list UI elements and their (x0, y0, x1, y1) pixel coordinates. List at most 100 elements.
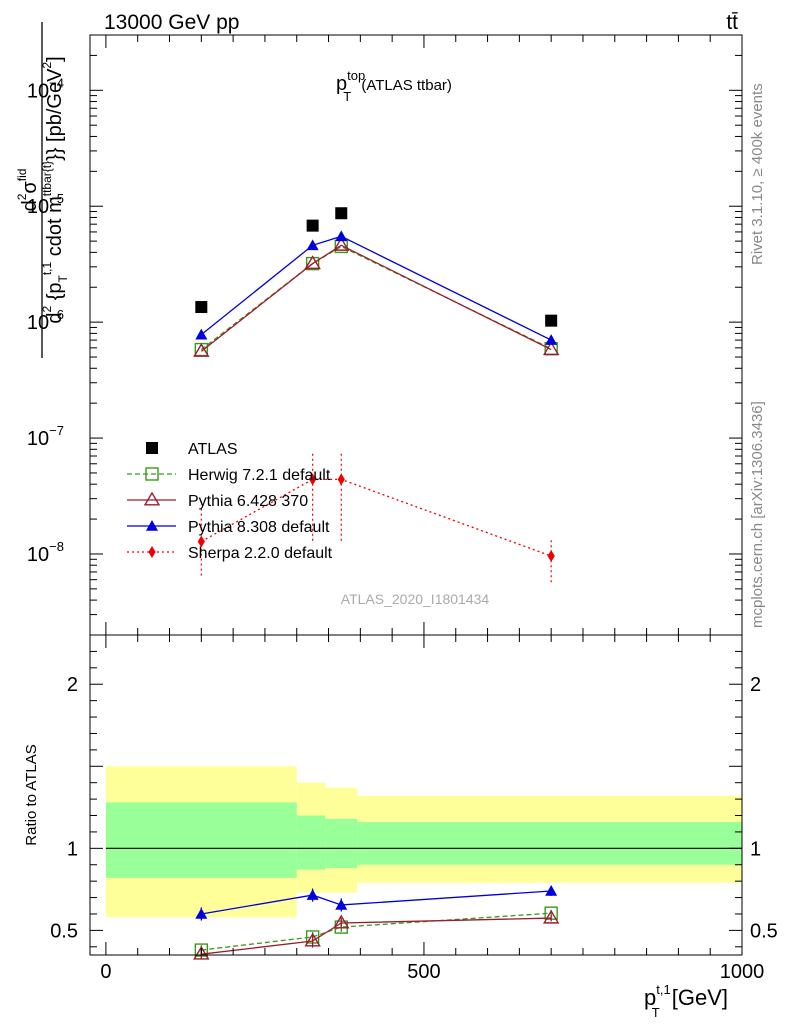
point-pythia-8-308-default (306, 239, 319, 251)
series-herwig-7-2-1-default (194, 239, 558, 357)
title-base: p (336, 73, 347, 95)
y-label-numerator: d2σfid (15, 169, 41, 212)
x-tick-label: 500 (407, 961, 440, 983)
process-label: tt̄ (726, 11, 738, 34)
legend: ATLAS Herwig 7.2.1 default Pythia 6.428 37… (127, 441, 333, 562)
energy-label: 13000 GeV pp (104, 11, 239, 34)
uncertainty-band-inner (105, 802, 297, 878)
ratio-plot-series (193, 885, 560, 960)
ratio-point-pythia-6-428-370 (542, 909, 560, 924)
y-den-sup: 2 (40, 306, 54, 313)
point-sherpa-2-2-0-default (547, 550, 555, 563)
x-label-base: p (644, 985, 656, 1010)
ratio-point-pythia-8-308-default (306, 889, 319, 900)
point-atlas (306, 219, 319, 232)
point-pythia-8-308-default (335, 230, 348, 242)
line-sherpa-2-2-0-default (201, 478, 552, 557)
y-den-pt-sub: T (56, 275, 70, 283)
ratio-y-tick-label-left: 2 (67, 674, 78, 696)
ratio-y-tick-label-right: 2 (750, 674, 761, 696)
legend-label-herwig-7-2-1-default: Herwig 7.2.1 default (188, 467, 331, 484)
y-den-body: {p (44, 283, 66, 306)
main-y-axis-label: d2σfid d2 {pTt,1 cdot mttbar{t}}} [pb/Ge… (15, 22, 70, 358)
y-den-tail: }} [pb/GeV (44, 68, 66, 161)
main-y-tick-base: 10 (27, 312, 49, 334)
main-y-tick-label: 10−4 (27, 75, 64, 102)
main-y-tick-label: 10−5 (27, 191, 64, 218)
main-y-tick-exponent: −8 (49, 539, 64, 554)
ratio-y-axis-label: Ratio to ATLAS (23, 744, 40, 845)
main-y-tick-exponent: −4 (49, 75, 64, 90)
main-y-tick-base: 10 (27, 80, 49, 102)
uncertainty-band-inner (325, 818, 358, 869)
point-sherpa-2-2-0-default (197, 535, 205, 548)
series-sherpa-2-2-0-default (197, 452, 555, 583)
main-y-tick-exponent: −6 (49, 307, 64, 322)
point-pythia-6-428-370 (304, 255, 321, 270)
x-tick-label: 0 (100, 961, 111, 983)
point-sherpa-2-2-0-default (309, 473, 317, 486)
ratio-plot-frame (89, 634, 743, 956)
line-pythia-6-428-370 (200, 244, 552, 352)
legend-marker-sherpa-2-2-0-default (148, 546, 156, 558)
ratio-line-pythia-8-308-default (201, 890, 552, 915)
y-num-sigma: σ (19, 181, 41, 194)
legend-marker-herwig-7-2-1-default (145, 467, 159, 481)
y-den-close: ] (44, 56, 66, 62)
title-sup: top (347, 68, 365, 83)
x-tick-label: 1000 (720, 961, 765, 983)
line-herwig-7-2-1-default (200, 245, 552, 351)
y-num-sigma-sup: fid (15, 169, 29, 182)
legend-label-pythia-6-428-370: Pythia 6.428 370 (188, 493, 308, 510)
ratio-point-pythia-6-428-370 (333, 914, 350, 929)
ratio-point-pythia-6-428-370 (193, 945, 210, 960)
main-y-tick-label: 10−8 (27, 539, 64, 566)
ratio-series-pythia-6-428-370 (193, 909, 560, 960)
legend-label-atlas: ATLAS (188, 441, 238, 458)
x-label-unit: [GeV] (666, 985, 728, 1010)
main-y-tick-label: 10−7 (27, 423, 64, 450)
ratio-line-pythia-6-428-370 (201, 917, 552, 955)
ratio-y-tick-label-right: 0.5 (750, 920, 778, 942)
legend-item-sherpa-2-2-0-default: Sherpa 2.2.0 default (127, 545, 333, 562)
ratio-y-tick-label-right: 1 (750, 838, 761, 860)
ratio-series-pythia-8-308-default (195, 885, 558, 921)
ratio-point-pythia-6-428-370 (304, 932, 321, 947)
point-pythia-6-428-370 (193, 342, 210, 357)
main-y-tick-base: 10 (27, 196, 49, 218)
point-pythia-8-308-default (195, 328, 208, 340)
analysis-watermark: ATLAS_2020_I1801434 (341, 591, 490, 607)
y-label-denominator: d2 {pTt,1 cdot mttbar{t}}} [pb/GeV2] (40, 56, 70, 323)
mcplots-label: mcplots.cern.ch [arXiv:1306.3436] (749, 401, 766, 628)
legend-item-atlas: ATLAS (146, 441, 238, 458)
series-pythia-6-428-370 (193, 236, 560, 357)
ratio-y-tick-label-left: 0.5 (50, 920, 78, 942)
ratio-point-pythia-8-308-default (195, 907, 208, 919)
legend-marker-pythia-6-428-370 (143, 491, 161, 506)
main-plot-title: ptop T (ATLAS ttbar) (336, 68, 452, 104)
x-label-sub: T (652, 1005, 660, 1020)
legend-label-pythia-8-308-default: Pythia 8.308 default (188, 519, 330, 536)
main-y-tick-base: 10 (27, 544, 49, 566)
y-den-pt-sup: t,1 (40, 261, 54, 275)
point-atlas (335, 207, 348, 220)
point-pythia-6-428-370 (542, 341, 560, 356)
legend-item-pythia-6-428-370: Pythia 6.428 370 (127, 491, 308, 510)
y-den-mid: cdot m (44, 196, 66, 262)
point-pythia-6-428-370 (333, 236, 350, 251)
y-den-tail-sup: 2 (40, 62, 54, 69)
ratio-y-tick-label-left: 1 (67, 838, 78, 860)
y-num-sup: 2 (15, 193, 29, 200)
ratio-line-herwig-7-2-1-default (201, 912, 552, 951)
main-y-tick-exponent: −5 (49, 191, 64, 206)
main-plot-ticks: 10−810−710−610−510−4 (27, 35, 743, 636)
ratio-point-pythia-8-308-default (545, 885, 558, 896)
series-pythia-8-308-default (195, 230, 558, 345)
point-atlas (545, 314, 558, 327)
point-sherpa-2-2-0-default (337, 473, 345, 486)
line-pythia-8-308-default (200, 235, 552, 341)
point-pythia-8-308-default (545, 334, 558, 345)
ratio-plot-ticks: 0.5 0.5 1 1 2 2 0 500 1000 (50, 635, 778, 983)
legend-item-pythia-8-308-default: Pythia 8.308 default (127, 519, 330, 536)
